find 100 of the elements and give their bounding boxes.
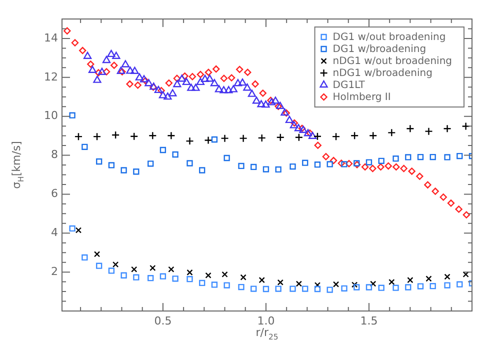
point (111, 130, 120, 140)
point (224, 282, 230, 288)
point (462, 211, 470, 218)
point (172, 276, 178, 282)
point (361, 163, 369, 171)
x-tick-label: 1.0 (257, 314, 275, 328)
point (158, 91, 168, 98)
point (378, 158, 384, 164)
point (262, 286, 270, 292)
point (181, 72, 188, 80)
point (130, 66, 139, 74)
point (257, 100, 266, 108)
point (407, 276, 414, 284)
y-tick-label: 14 (44, 31, 58, 44)
point (210, 79, 219, 86)
point (199, 167, 206, 174)
point (440, 194, 447, 201)
point (302, 286, 308, 292)
point (94, 69, 102, 76)
point (148, 132, 157, 140)
y-tick-label: 6 (51, 187, 58, 200)
point (244, 68, 252, 76)
point (444, 154, 450, 160)
point (108, 162, 115, 168)
point (188, 73, 196, 80)
point (92, 132, 102, 141)
point (82, 254, 88, 261)
point (275, 166, 282, 173)
y-tick-label: 2 (51, 264, 58, 278)
point (326, 161, 333, 168)
point (345, 160, 353, 168)
point (64, 27, 71, 34)
point (350, 132, 359, 140)
point (211, 136, 218, 143)
point (252, 96, 261, 104)
point (224, 86, 233, 94)
point (341, 161, 348, 168)
point (417, 283, 424, 290)
point (258, 276, 265, 284)
point (186, 269, 193, 276)
point (199, 280, 206, 286)
point (200, 74, 210, 82)
point (93, 76, 102, 83)
point (290, 286, 296, 292)
point (182, 78, 191, 86)
point (168, 266, 174, 272)
point (392, 163, 400, 171)
point (173, 80, 182, 88)
point (133, 168, 140, 175)
point (322, 153, 330, 160)
point (326, 286, 333, 293)
point (228, 74, 236, 82)
point (160, 273, 166, 280)
y-tick-label: 10 (44, 109, 58, 122)
point (211, 282, 218, 288)
point (262, 166, 270, 172)
point (96, 158, 102, 165)
point (83, 52, 92, 59)
point (351, 282, 358, 288)
point (392, 284, 399, 291)
point (444, 274, 450, 280)
legend-label: nDG1 w/broadening (332, 68, 432, 80)
point (74, 132, 83, 141)
point (150, 264, 156, 272)
point (173, 74, 181, 82)
point (206, 74, 214, 82)
point (444, 282, 450, 288)
point (168, 89, 177, 96)
point (369, 164, 376, 172)
point (102, 68, 110, 76)
point (69, 225, 76, 232)
point (214, 85, 224, 92)
point (294, 133, 304, 142)
point (79, 46, 86, 54)
point (447, 200, 455, 207)
point (75, 227, 82, 234)
point (366, 159, 372, 166)
point (120, 272, 127, 278)
legend-label: Holmberg II (332, 92, 391, 104)
point (178, 74, 186, 82)
point (82, 144, 88, 150)
point (282, 109, 290, 117)
point (271, 96, 280, 104)
point (276, 133, 284, 142)
point (370, 280, 376, 287)
point (167, 132, 176, 140)
point (455, 206, 462, 213)
x-tick-label: 0.5 (154, 314, 172, 328)
legend-label: DG1 w/broadening (332, 44, 426, 56)
point (262, 100, 270, 108)
point (236, 66, 244, 74)
point (250, 286, 257, 292)
point (426, 276, 432, 282)
point (107, 50, 116, 58)
point (443, 124, 452, 133)
point (204, 136, 212, 144)
point (118, 68, 126, 76)
point (274, 102, 282, 110)
point (204, 68, 212, 76)
point (140, 75, 148, 82)
